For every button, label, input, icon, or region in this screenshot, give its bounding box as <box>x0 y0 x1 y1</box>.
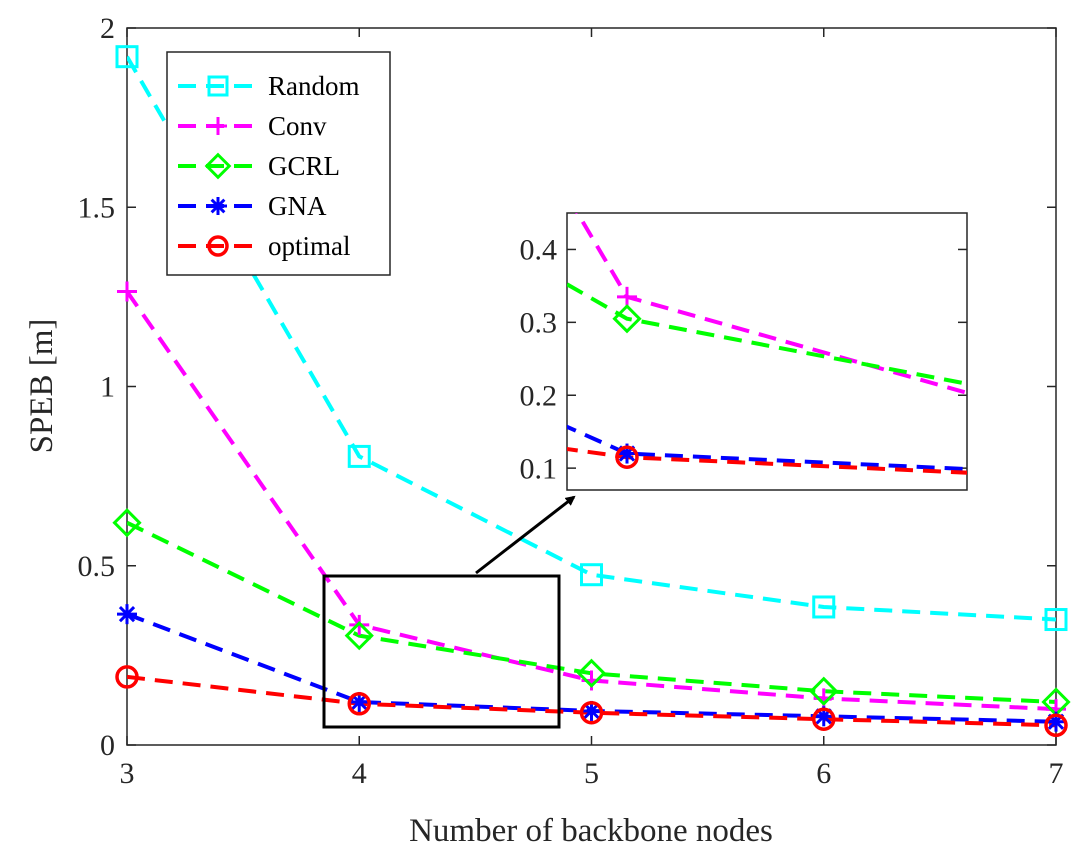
legend-item-optimal: optimal <box>178 231 351 261</box>
main-point-gna-0 <box>117 604 137 625</box>
legend-marker-gcrl <box>204 152 232 180</box>
inset-ytick-label-3: 0.4 <box>520 234 558 267</box>
main-point-optimal-3 <box>812 707 836 731</box>
legend-item-gna: GNA <box>178 191 327 221</box>
legend-marker-random <box>207 75 229 97</box>
main-point-optimal-2 <box>579 700 604 725</box>
inset-point-conv-1 <box>617 286 637 307</box>
main-point-optimal-4 <box>1044 713 1068 738</box>
main-point-random-4 <box>1044 608 1068 632</box>
main-xtick-label-4: 7 <box>1049 757 1064 790</box>
main-point-conv-0 <box>117 281 137 302</box>
inset-point-gcrl-1 <box>612 304 642 334</box>
legend-label: Random <box>268 71 360 101</box>
inset-ytick-label-1: 0.2 <box>520 379 558 412</box>
legend-marker-conv <box>209 117 227 135</box>
main-xtick-label-1: 4 <box>352 757 367 790</box>
legend-item-random: Random <box>178 71 360 101</box>
legend-marker-optimal <box>207 235 229 257</box>
main-point-optimal-1 <box>347 692 371 716</box>
legend: Random Conv GCRL GNA optimal <box>166 51 391 276</box>
main-ytick-label-1: 0.5 <box>78 550 116 583</box>
legend-label: GCRL <box>268 151 340 181</box>
y-axis-label: SPEB [m] <box>24 319 60 454</box>
main-xtick-label-3: 6 <box>816 757 831 790</box>
legend-item-gcrl: GCRL <box>178 151 340 181</box>
inset-tick-labels: 0.1 0.2 0.3 0.4 <box>520 234 558 486</box>
main-ticks <box>126 27 1057 746</box>
inset-point-optimal-1 <box>615 445 639 469</box>
main-point-gcrl-0 <box>112 508 142 538</box>
main-point-gna-2 <box>581 700 602 721</box>
main-point-random-2 <box>580 563 603 587</box>
main-point-random-1 <box>347 444 371 468</box>
legend-label: optimal <box>268 231 351 261</box>
main-ytick-label-3: 1.5 <box>78 191 116 224</box>
main-series-line-optimal <box>127 674 1056 728</box>
main-tick-labels: 0 0.5 1 1.5 2 3 4 5 6 7 <box>78 12 1064 790</box>
inset-ytick-label-2: 0.3 <box>520 307 558 340</box>
main-ytick-label-0: 0 <box>100 729 115 762</box>
legend-box <box>166 51 391 276</box>
main-point-random-0 <box>115 45 139 69</box>
main-markers <box>112 45 1071 738</box>
legend-marker-gna <box>209 197 227 215</box>
main-point-gcrl-1 <box>344 621 374 651</box>
legend-item-conv: Conv <box>178 111 327 141</box>
zoom-arrow <box>475 495 576 575</box>
inset-plot: 0.1 0.2 0.3 0.4 <box>520 212 968 491</box>
main-point-optimal-0 <box>115 665 139 689</box>
inset-ytick-label-0: 0.1 <box>520 452 558 485</box>
inset-markers <box>612 286 642 469</box>
main-point-gcrl-3 <box>809 676 839 706</box>
zoom-box <box>322 574 561 729</box>
main-point-random-3 <box>812 595 836 619</box>
main-xtick-label-2: 5 <box>584 757 599 790</box>
legend-label: GNA <box>268 191 327 221</box>
inset-frame <box>566 212 968 491</box>
main-ytick-label-2: 1 <box>100 371 115 404</box>
x-axis-label: Number of backbone nodes <box>409 813 773 849</box>
main-xtick-label-0: 3 <box>120 757 135 790</box>
legend-label: Conv <box>268 111 327 141</box>
main-ytick-label-4: 2 <box>100 12 115 45</box>
main-series-line-random <box>127 55 1056 622</box>
zoom-annotation <box>322 495 576 729</box>
main-point-gcrl-2 <box>576 658 607 688</box>
